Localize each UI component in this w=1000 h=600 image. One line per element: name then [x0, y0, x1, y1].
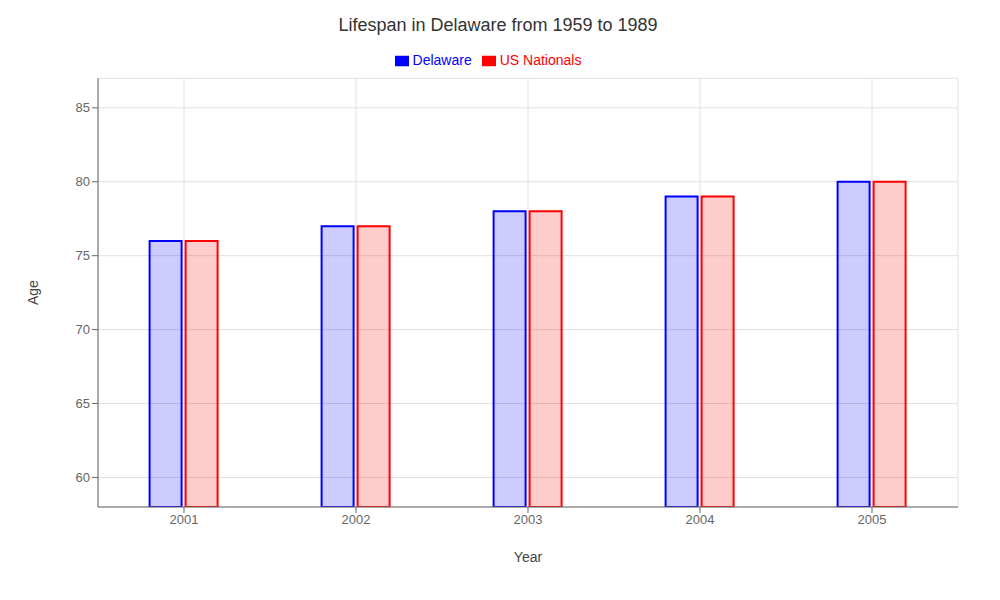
html-text:Lifespan in Delaware from 1959: Lifespan in Delaware from 1959 to 1989 [338, 15, 658, 35]
svg-text:85: 85 [76, 100, 90, 115]
svg-text:2003: 2003 [514, 512, 543, 527]
svg-text:2002: 2002 [342, 512, 371, 527]
svg-text:2005: 2005 [858, 512, 887, 527]
svg-text:80: 80 [76, 174, 90, 189]
svg-text:70: 70 [76, 322, 90, 337]
svg-text:Year: Year [514, 549, 543, 565]
svg-text:60: 60 [76, 470, 90, 485]
html-text:Delaware: Delaware [412, 52, 472, 68]
svg-text:Age: Age [25, 280, 41, 305]
svg-text:65: 65 [76, 396, 90, 411]
svg-text:75: 75 [76, 248, 90, 263]
svg-text:2004: 2004 [686, 512, 715, 527]
svg-text:2001: 2001 [170, 512, 199, 527]
html-text:US Nationals: US Nationals [499, 52, 582, 68]
